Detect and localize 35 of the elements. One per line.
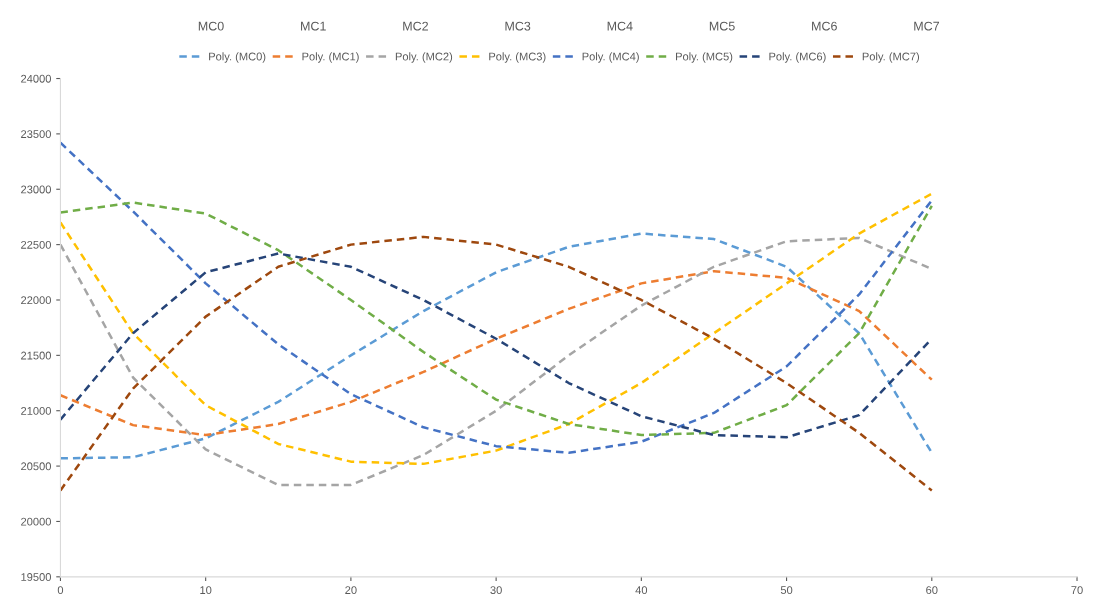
legend-label: Poly. (MC4)	[582, 52, 639, 63]
text: MC3	[505, 21, 531, 31]
legend-label: Poly. (MC6)	[769, 52, 826, 63]
x-tick-label: 60	[926, 586, 938, 595]
text: MC0	[198, 21, 224, 31]
x-tick-label: 0	[57, 586, 64, 595]
text: MC1	[301, 21, 326, 31]
y-tick-label: 21000	[21, 406, 51, 415]
legend-label: Poly. (MC0)	[209, 52, 266, 63]
legend-label: Poly. (MC5)	[676, 52, 733, 63]
y-tick-label: 24000	[21, 74, 51, 83]
text: MC6	[812, 21, 837, 31]
text: MC4	[607, 21, 633, 31]
y-tick-label: 20000	[21, 517, 51, 526]
legend-label: Poly. (MC2)	[395, 52, 453, 63]
text: MC2	[403, 21, 428, 31]
y-tick-label: 19500	[21, 573, 51, 581]
x-tick-label: 20	[345, 586, 357, 595]
legend-label: Poly. (MC7)	[862, 52, 920, 63]
y-tick-label: 21500	[21, 351, 51, 360]
y-tick-label: 22500	[21, 240, 51, 249]
legend-label: Poly. (MC3)	[489, 52, 546, 63]
x-tick-label: 70	[1071, 586, 1083, 595]
x-tick-label: 30	[490, 586, 502, 595]
y-tick-label: 23000	[21, 185, 51, 194]
text: MC7	[914, 21, 940, 31]
legend-label: Poly. (MC1)	[302, 52, 359, 63]
line-series	[60, 141, 934, 455]
x-tick-label: 10	[200, 586, 212, 595]
y-tick-label: 22000	[21, 296, 51, 305]
x-tick-label: 40	[635, 586, 648, 595]
text: MC5	[709, 21, 735, 31]
y-tick-label: 20500	[21, 462, 51, 471]
y-tick-label: 23500	[21, 130, 51, 139]
x-tick-label: 50	[780, 586, 793, 595]
